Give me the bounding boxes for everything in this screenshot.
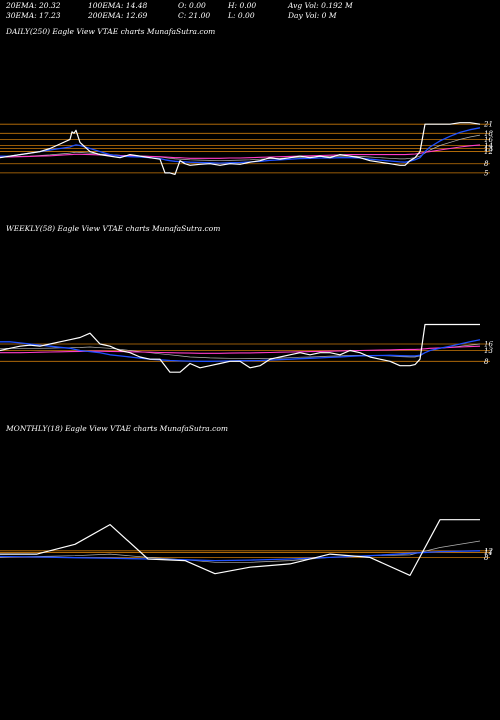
daily-tick-label: 5 [484,169,489,177]
daily-series-ema-fast [0,127,481,164]
monthly-chart-title: MONTHLY(18) Eagle View VTAE charts Munaf… [6,424,228,433]
ema100-value: 100EMA: 14.48 [88,1,148,10]
daily-tick-label: 16 [484,136,493,144]
low-value: L: 0.00 [228,11,255,20]
ema20-value: 20EMA: 20.32 [6,1,61,10]
weekly-series-price [0,323,480,373]
day-vol-value: Day Vol: 0 M [288,11,337,20]
ema200-value: 200EMA: 12.69 [88,11,148,20]
weekly-series-ema-grey [0,343,481,359]
daily-tick-label: 13 [484,145,493,153]
avg-vol-value: Avg Vol: 0.192 M [288,1,353,10]
weekly-chart-title: WEEKLY(58) Eagle View VTAE charts Munafa… [6,224,221,233]
monthly-tick-label: 8 [484,554,489,562]
monthly-series-price [0,519,480,577]
monthly-tick-label: 11 [484,549,493,557]
weekly-series-ema-pink [0,345,481,354]
close-value: C: 21.00 [178,11,211,20]
weekly-tick-label: 8 [484,358,489,366]
daily-series-price [0,122,481,176]
daily-chart-title: DAILY(250) Eagle View VTAE charts Munafa… [6,27,216,36]
monthly-series-ema-grey [0,540,481,563]
daily-series-ema-grey [0,134,481,162]
ema30-value: 30EMA: 17.23 [6,11,61,20]
open-value: O: 0.00 [178,1,206,10]
daily-tick-label: 14 [484,142,493,150]
daily-tick-label: 12 [484,148,493,156]
indicator-header: 20EMA: 20.32 100EMA: 14.48 O: 0.00 H: 0.00 A… [6,1,408,21]
header-row-2: 30EMA: 17.23 200EMA: 12.69 C: 21.00 L: 0.00… [6,11,408,21]
high-value: H: 0.00 [228,1,257,10]
daily-tick-label: 21 [483,121,493,129]
monthly-tick-label: 12 [484,547,493,555]
daily-series-ema-pink [0,144,481,159]
header-row-1: 20EMA: 20.32 100EMA: 14.48 O: 0.00 H: 0.00 A… [6,1,408,11]
weekly-tick-label: 13 [484,347,493,355]
daily-tick-label: 18 [484,130,493,138]
weekly-series-ema-fast [0,339,481,362]
weekly-tick-label: 16 [484,341,493,349]
monthly-series-ema-fast [0,550,481,562]
daily-tick-label: 8 [484,160,489,168]
